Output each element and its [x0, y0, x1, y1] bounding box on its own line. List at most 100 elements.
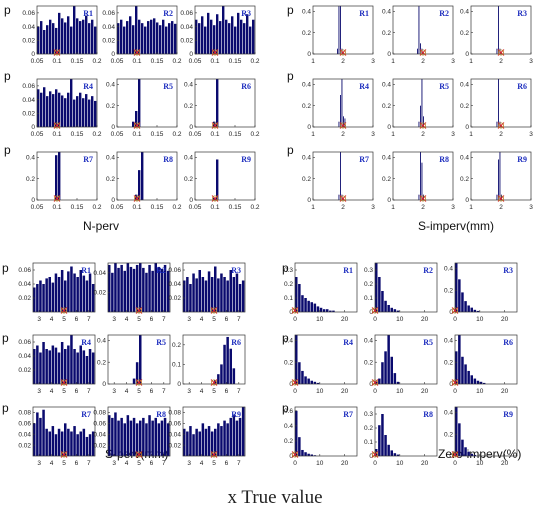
- y-tick-label: 0.4: [284, 338, 293, 345]
- bar: [420, 105, 421, 127]
- bar: [192, 273, 195, 312]
- panel-R2: 0.05 0.1 0.15 0.2 0 0.02 0.04 0.06 R2: [102, 5, 182, 65]
- y-tick-label: 0: [307, 51, 311, 58]
- y-tick-label: 0: [307, 124, 311, 131]
- true-value-marker: [371, 451, 378, 458]
- panel-R5: 0 10 20 0 0.2 0.4 R5: [364, 334, 438, 395]
- y-tick-label: 0.2: [284, 281, 293, 288]
- y-tick-label: 0.02: [22, 37, 35, 44]
- y-tick-label: 0: [189, 197, 193, 204]
- bar: [231, 16, 234, 54]
- x-tick-label: 2: [341, 131, 345, 138]
- panel-label: R6: [231, 338, 241, 347]
- y-tick-label: 0.2: [184, 103, 193, 110]
- axes-frame: [36, 5, 98, 55]
- x-tick-label: 10: [476, 460, 484, 467]
- bar: [298, 437, 301, 456]
- bar: [217, 278, 220, 312]
- bar: [144, 26, 147, 54]
- x-tick-label: 0.05: [31, 204, 44, 211]
- bar: [338, 6, 340, 54]
- bar: [54, 347, 58, 384]
- x-tick-label: 5: [137, 460, 141, 467]
- bar: [241, 407, 245, 456]
- y-tick-label: 0.4: [284, 423, 293, 430]
- bar: [220, 364, 223, 384]
- panel-label: R9: [241, 155, 251, 164]
- bar: [55, 27, 58, 54]
- bar: [82, 350, 86, 384]
- bar: [316, 382, 320, 384]
- bar: [476, 310, 480, 312]
- y-tick-label: 0.02: [168, 295, 181, 302]
- y-axis-label: p: [287, 69, 294, 83]
- bar: [166, 423, 170, 456]
- panel-R1: 0.05 0.1 0.15 0.2 0 0.02 0.04 0.06 R1: [22, 5, 102, 65]
- x-tick-label: 0.1: [132, 131, 141, 138]
- x-tick-label: 5: [212, 316, 216, 323]
- x-tick-label: 6: [75, 460, 79, 467]
- bar: [313, 455, 317, 456]
- bar: [48, 277, 51, 312]
- bar: [145, 423, 148, 456]
- x-tick-label: 0: [453, 460, 457, 467]
- x-tick-label: 0.05: [189, 204, 202, 211]
- bar: [467, 305, 470, 312]
- panel-R6: 3 4 5 6 7 0 0.1 0.2 R6: [172, 334, 246, 395]
- x-tick-label: 0.05: [111, 131, 124, 138]
- bar: [396, 381, 400, 384]
- y-tick-label: 0.04: [22, 97, 35, 104]
- y-tick-label: 0: [31, 124, 35, 131]
- panel-R5: 3 4 5 6 7 0 0.2 0.4 R5: [97, 334, 171, 395]
- bar: [114, 412, 117, 456]
- bar: [338, 121, 340, 127]
- y-tick-label: 0.2: [444, 287, 453, 294]
- bar: [381, 362, 384, 384]
- bar: [46, 96, 49, 127]
- y-axis-label: p: [4, 3, 11, 17]
- x-tick-label: 4: [50, 316, 54, 323]
- bar: [82, 98, 85, 127]
- y-tick-label: 0: [189, 124, 193, 131]
- panel-label: R4: [359, 82, 369, 91]
- x-tick-label: 3: [37, 388, 41, 395]
- bar: [108, 264, 111, 312]
- x-tick-label: 3: [371, 204, 375, 211]
- bar: [120, 19, 123, 54]
- y-tick-label: 0.04: [102, 24, 115, 31]
- bar: [135, 423, 139, 456]
- y-tick-label: 0.08: [168, 410, 181, 417]
- x-tick-label: 20: [501, 460, 509, 467]
- bar: [498, 159, 499, 200]
- bar: [76, 352, 79, 384]
- bar: [64, 98, 67, 127]
- panel-label: R8: [156, 410, 166, 419]
- y-tick-label: 0.2: [106, 176, 115, 183]
- bar: [33, 287, 36, 312]
- panel-label: R2: [439, 9, 449, 18]
- y-tick-label: 0.02: [18, 367, 31, 374]
- x-tick-label: 20: [421, 460, 429, 467]
- bar: [195, 278, 198, 312]
- bar: [42, 284, 45, 312]
- y-axis-label: p: [282, 331, 289, 345]
- y-tick-label: 0.3: [364, 267, 373, 274]
- x-tick-label: 7: [162, 316, 166, 323]
- bar: [174, 23, 177, 54]
- bar: [111, 417, 114, 456]
- y-tick-label: 0.02: [102, 37, 115, 44]
- bar: [120, 417, 123, 456]
- bar: [139, 420, 142, 456]
- bar: [234, 26, 237, 54]
- bar: [76, 18, 79, 54]
- bar: [94, 26, 97, 54]
- bar: [226, 280, 229, 312]
- bar: [40, 92, 43, 127]
- bar: [33, 423, 36, 456]
- y-tick-label: 0: [102, 381, 106, 388]
- x-tick-label: 7: [87, 460, 91, 467]
- y-axis-label: p: [2, 331, 9, 345]
- panel-R6: 1 2 3 0 0.2 0.4 R6: [460, 78, 533, 138]
- bar: [148, 264, 151, 312]
- bar: [220, 273, 223, 312]
